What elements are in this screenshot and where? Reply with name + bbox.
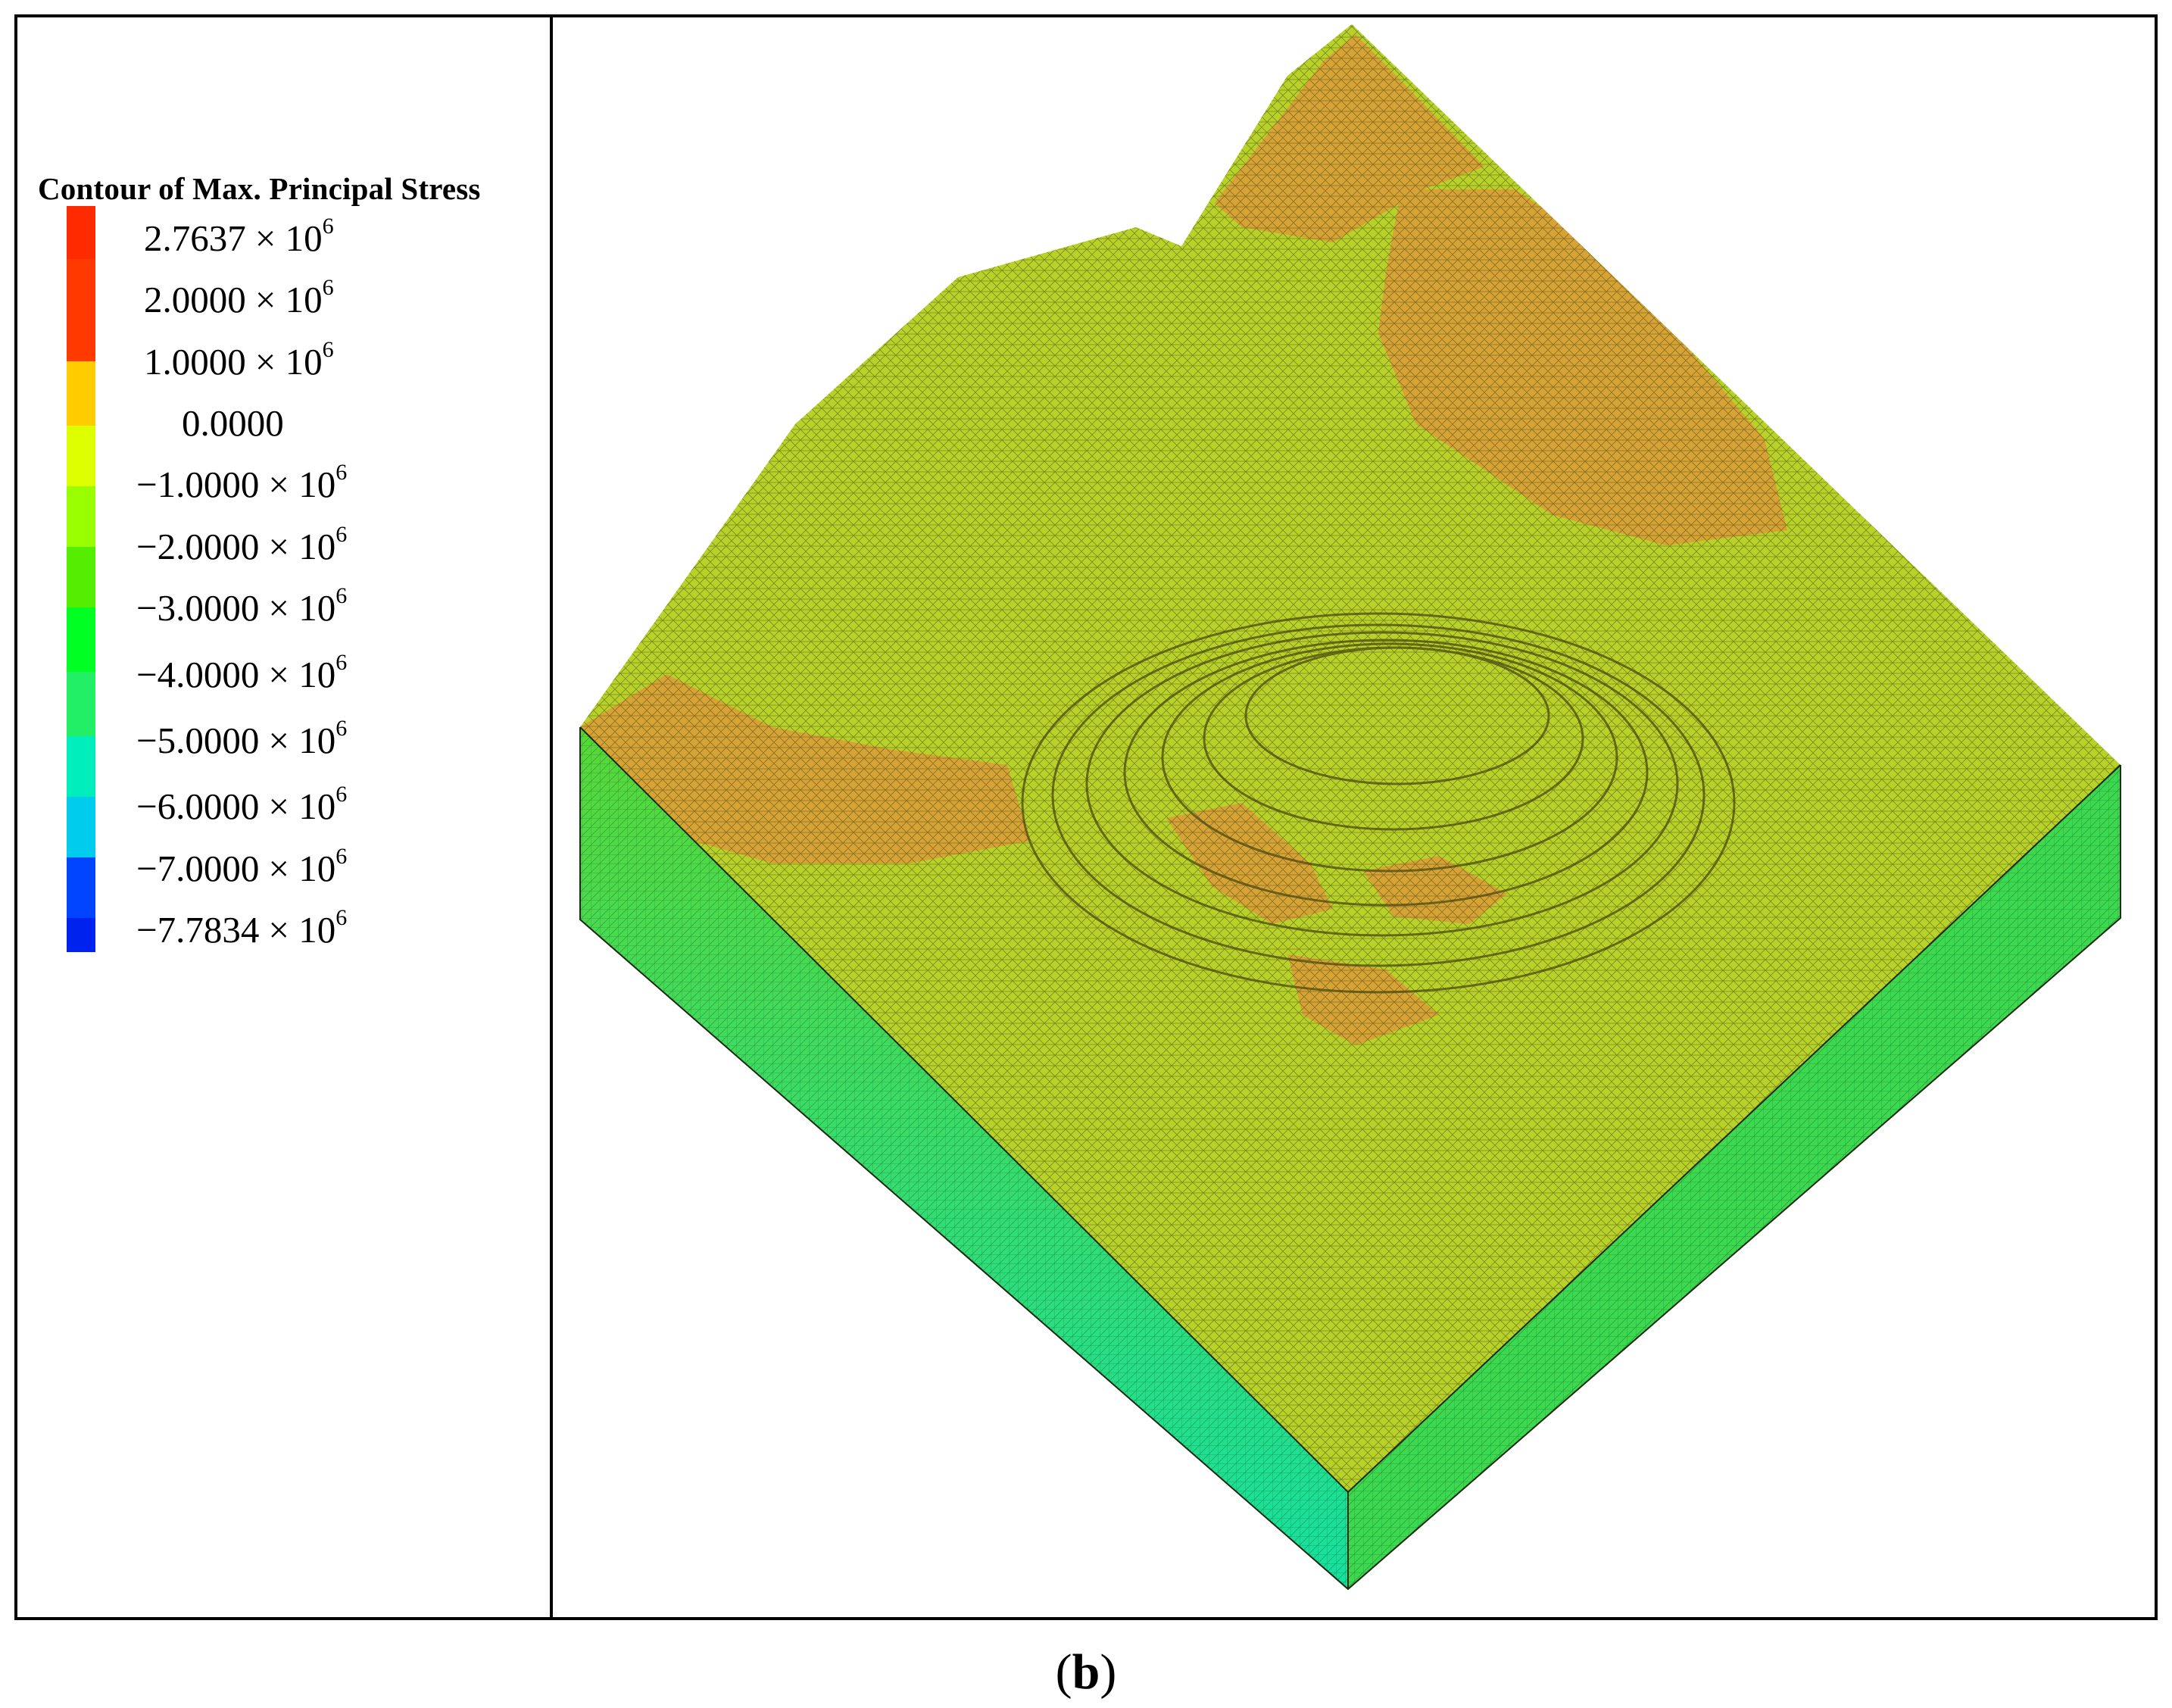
model-top-mesh — [580, 24, 2121, 1492]
tick-times-ten: × 10 — [268, 785, 336, 827]
caption-label: b — [1072, 1644, 1100, 1700]
model-side-right-mesh — [1348, 765, 2121, 1589]
colorbar-segment — [67, 736, 95, 797]
colorbar-segment — [67, 486, 95, 547]
tick-exponent: 6 — [335, 583, 348, 608]
colorbar-tick-label: −7.7834 × 106 — [136, 907, 347, 951]
tick-times-ten: × 10 — [268, 654, 336, 695]
tick-mantissa: 0.0000 — [182, 402, 284, 444]
tick-exponent: 6 — [322, 275, 334, 300]
colorbar-segment — [67, 607, 95, 672]
tick-times-ten: × 10 — [254, 217, 323, 259]
colorbar-tick-label: −3.0000 × 106 — [136, 585, 347, 629]
colorbar-tick-label: −7.0000 × 106 — [136, 845, 347, 889]
tick-times-ten: × 10 — [268, 526, 336, 567]
colorbar-segment — [67, 259, 95, 361]
tick-times-ten: × 10 — [268, 464, 336, 505]
colorbar-tick-label: 2.0000 × 106 — [144, 276, 334, 320]
figure-frame — [14, 14, 2158, 1620]
colorbar-tick-label: −1.0000 × 106 — [136, 461, 347, 505]
colorbar-segment — [67, 206, 95, 259]
tick-mantissa: 1.0000 — [144, 341, 246, 383]
tick-mantissa: −1.0000 — [136, 464, 260, 505]
tick-times-ten: × 10 — [254, 341, 323, 383]
colorbar-tick-label: −4.0000 × 106 — [136, 651, 347, 695]
tick-times-ten: × 10 — [268, 587, 336, 629]
tick-exponent: 6 — [335, 844, 348, 869]
tick-exponent: 6 — [335, 782, 348, 807]
tick-exponent: 6 — [322, 214, 334, 239]
mesh-model — [579, 24, 2121, 1591]
colorbar — [67, 206, 95, 952]
tick-mantissa: −3.0000 — [136, 587, 260, 629]
tick-mantissa: −5.0000 — [136, 720, 260, 761]
tick-times-ten: × 10 — [268, 720, 336, 761]
colorbar-segment — [67, 426, 95, 486]
caption-open: ( — [1055, 1644, 1072, 1700]
tick-mantissa: −7.7834 — [136, 909, 260, 951]
colorbar-segment — [67, 857, 95, 918]
colorbar-tick-label: 1.0000 × 106 — [144, 339, 334, 383]
colorbar-tick-label: 0.0000 — [182, 404, 284, 442]
tick-times-ten: × 10 — [268, 909, 336, 951]
tick-times-ten: × 10 — [254, 279, 323, 320]
model-side-left-mesh — [580, 727, 1348, 1589]
caption-close: ) — [1100, 1644, 1117, 1700]
tick-mantissa: −2.0000 — [136, 526, 260, 567]
figure-caption: (b) — [0, 1644, 2172, 1701]
colorbar-segment — [67, 547, 95, 607]
tick-mantissa: 2.7637 — [144, 217, 246, 259]
model-outline — [579, 726, 2121, 1591]
legend-title: Contour of Max. Principal Stress — [38, 171, 481, 206]
tick-times-ten: × 10 — [268, 848, 336, 889]
tick-mantissa: −6.0000 — [136, 785, 260, 827]
tick-mantissa: −7.0000 — [136, 848, 260, 889]
tick-exponent: 6 — [335, 716, 348, 741]
colorbar-segment — [67, 797, 95, 857]
colorbar-segment — [67, 361, 95, 426]
colorbar-segment — [67, 672, 95, 736]
open-pit-benches — [1021, 612, 1736, 994]
tick-exponent: 6 — [335, 522, 348, 547]
panel-divider — [550, 14, 553, 1620]
tick-exponent: 6 — [335, 905, 348, 930]
colorbar-tick-label: −5.0000 × 106 — [136, 717, 347, 761]
tick-mantissa: −4.0000 — [136, 654, 260, 695]
tick-exponent: 6 — [335, 460, 348, 485]
tick-exponent: 6 — [322, 337, 334, 362]
colorbar-tick-label: −2.0000 × 106 — [136, 523, 347, 567]
tick-exponent: 6 — [335, 650, 348, 675]
colorbar-segment — [67, 918, 95, 952]
colorbar-tick-label: 2.7637 × 106 — [144, 215, 334, 259]
tick-mantissa: 2.0000 — [144, 279, 246, 320]
colorbar-tick-label: −6.0000 × 106 — [136, 783, 347, 827]
